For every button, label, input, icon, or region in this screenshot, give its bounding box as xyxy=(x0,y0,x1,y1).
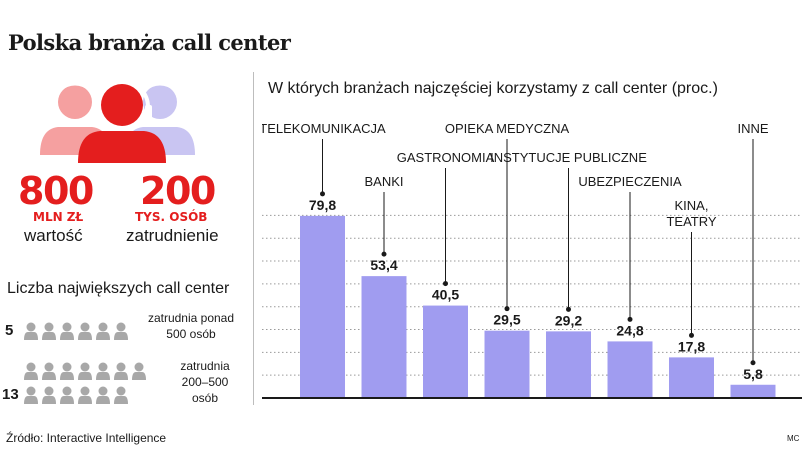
category-label: INNE xyxy=(737,121,768,136)
category-label: UBEZPIECZENIA xyxy=(578,174,682,189)
person-icon xyxy=(114,362,128,380)
category-label: GASTRONOMIA xyxy=(397,150,495,165)
bar xyxy=(730,384,776,398)
person-icon xyxy=(42,386,56,404)
person-icon xyxy=(60,362,74,380)
page-title: Polska branża call center xyxy=(8,30,291,55)
person-icon xyxy=(132,362,146,380)
leader-dot xyxy=(443,281,448,287)
leader-dot xyxy=(566,306,571,312)
bar-value-label: 29,2 xyxy=(555,312,582,328)
leader-dot xyxy=(750,360,756,366)
value-stat-number: 800 xyxy=(18,169,94,213)
counts-title: Liczba największych call center xyxy=(7,280,230,297)
bar-value-label: 24,8 xyxy=(616,322,643,338)
medium-center-count: 13 xyxy=(2,386,19,403)
person-icon xyxy=(42,362,56,380)
bar-value-label: 79,8 xyxy=(309,197,336,213)
person-icon xyxy=(24,386,38,404)
bar xyxy=(607,341,653,398)
bar-value-label: 53,4 xyxy=(370,257,397,273)
person-icon xyxy=(114,386,128,404)
person-icon xyxy=(96,362,110,380)
bar xyxy=(546,331,591,398)
column-divider xyxy=(253,72,254,405)
medium-center-description-line: 200–500 xyxy=(181,375,229,389)
bar xyxy=(361,276,407,398)
employment-stat-number: 200 xyxy=(140,169,216,213)
chart-title: W których branżach najczęściej korzystam… xyxy=(268,80,718,97)
source-note: Źródło: Interactive Intelligence xyxy=(6,431,167,445)
medium-center-description-line: zatrudnia xyxy=(180,359,230,373)
leader-dot xyxy=(381,251,387,257)
category-label: KINA, xyxy=(675,198,709,213)
leader-dot xyxy=(504,306,510,312)
value-stat-label: wartość xyxy=(24,226,83,245)
person-icon xyxy=(60,322,74,340)
category-label: INSTYTUCJE PUBLICZNE xyxy=(490,150,647,165)
category-label: TEATRY xyxy=(666,214,716,229)
person-icon xyxy=(24,362,38,380)
value-stat-unit: MLN ZŁ xyxy=(33,210,84,224)
employment-stat-unit: TYS. OSÓB xyxy=(135,210,208,224)
large-center-description-line: zatrudnia ponad xyxy=(147,311,235,325)
bar-value-label: 5,8 xyxy=(743,366,763,382)
bar-value-label: 17,8 xyxy=(678,338,705,354)
bar-value-label: 29,5 xyxy=(493,312,520,328)
bar xyxy=(484,330,530,398)
bar xyxy=(300,215,345,398)
large-center-description: zatrudnia ponad 500 osób xyxy=(135,310,247,342)
person-icon xyxy=(78,386,92,404)
employment-stat-label: zatrudnienie xyxy=(126,226,219,245)
medium-center-description: zatrudnia 200–500 osób xyxy=(160,358,250,406)
person-icon xyxy=(24,322,38,340)
person-icon xyxy=(96,322,110,340)
headset-agent-center-icon xyxy=(78,79,166,163)
person-icon xyxy=(114,322,128,340)
author-credit: MC xyxy=(787,434,800,443)
industry-bar-chart: 79,8 TELEKOMUNIKACJA 53,4 BANKI 40,5 GASTRONO… xyxy=(262,121,802,399)
leader-dot xyxy=(320,191,325,197)
person-icon xyxy=(78,322,92,340)
large-center-count: 5 xyxy=(5,322,14,339)
person-icon xyxy=(60,386,74,404)
bar-value-label: 40,5 xyxy=(432,287,459,303)
category-label: BANKI xyxy=(364,174,403,189)
person-icon xyxy=(78,362,92,380)
category-label: OPIEKA MEDYCZNA xyxy=(445,121,570,136)
leader-dot xyxy=(627,316,633,322)
leader-dot xyxy=(689,332,694,338)
person-icon xyxy=(42,322,56,340)
call-center-agents-illustration xyxy=(40,79,195,163)
large-center-people-icons xyxy=(24,322,128,340)
medium-center-people-icons xyxy=(24,362,146,404)
bar xyxy=(669,357,714,398)
person-icon xyxy=(96,386,110,404)
large-center-description-line: 500 osób xyxy=(166,327,216,341)
category-label: TELEKOMUNIKACJA xyxy=(262,121,386,136)
bar xyxy=(423,305,468,398)
medium-center-description-line: osób xyxy=(191,391,219,405)
